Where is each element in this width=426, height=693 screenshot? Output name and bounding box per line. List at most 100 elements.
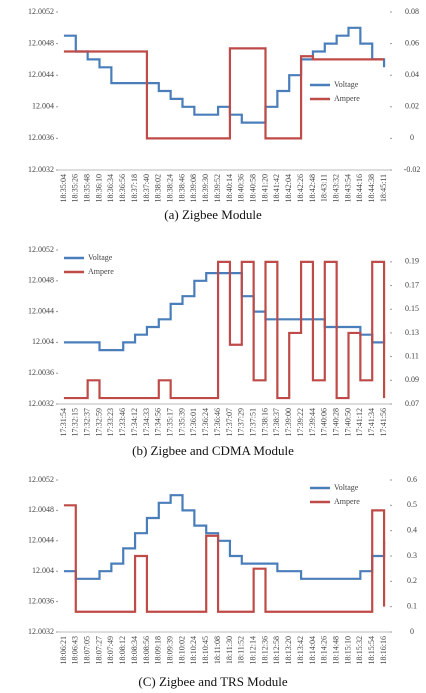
y-tick-label: 12.0048 [28, 38, 54, 47]
x-tick-label: 18:09:18 [154, 636, 163, 664]
y-tick-label: 12.0036 [28, 133, 54, 142]
x-tick-label: 17:32:59 [94, 408, 103, 436]
x-tick-label: 18:12:36 [260, 636, 269, 664]
y-tick-label: 12.0044 [28, 306, 54, 315]
x-tick-label: 18:35:04 [59, 174, 68, 202]
x-tick-label: 17:32:15 [71, 408, 80, 436]
y-tick-label: 12.0052 [28, 7, 54, 16]
y2-tick-label: 0.04 [405, 70, 419, 79]
x-tick-label: 17:32:37 [82, 408, 91, 436]
x-tick-label: 18:39:30 [201, 174, 210, 202]
x-tick-label: 17:40:06 [320, 408, 329, 436]
x-tick-label: 18:08:12 [118, 636, 127, 664]
x-tick-label: 18:12:14 [248, 636, 257, 664]
caption: (C) Zigbee and TRS Module [138, 674, 287, 689]
x-tick-label: 18:40:14 [225, 174, 234, 202]
x-tick-label: 18:10:02 [177, 636, 186, 664]
x-tick-label: 17:40:28 [331, 408, 340, 436]
y-tick-label: 12.0036 [28, 368, 54, 377]
x-tick-label: 18:41:42 [272, 174, 281, 202]
x-tick-label: 17:31:54 [59, 408, 68, 436]
x-tick-label: 17:34:56 [154, 408, 163, 436]
x-tick-label: 17:39:00 [284, 408, 293, 436]
x-tick-label: 18:39:52 [213, 174, 222, 202]
x-tick-label: 18:40:36 [237, 174, 246, 202]
x-tick-label: 18:15:10 [343, 636, 352, 664]
x-tick-label: 18:12:58 [272, 636, 281, 664]
x-tick-label: 17:37:07 [225, 408, 234, 436]
y-tick-label: 12.0052 [28, 475, 54, 484]
x-tick-label: 18:07:49 [106, 636, 115, 664]
x-tick-label: 18:11:08 [213, 636, 222, 664]
x-tick-label: 18:42:48 [308, 174, 317, 202]
x-tick-label: 18:06:43 [71, 636, 80, 664]
caption: (a) Zigbee Module [164, 207, 262, 222]
y-tick-label: 12.0044 [28, 536, 54, 545]
x-tick-label: 18:37:18 [130, 174, 139, 202]
y2-tick-label: 0 [410, 133, 414, 142]
x-tick-label: 18:11:30 [225, 636, 234, 664]
x-tick-label: 18:06:21 [59, 636, 68, 664]
y-tick-label: 12.0036 [28, 596, 54, 605]
x-tick-label: 18:10:24 [189, 636, 198, 664]
x-tick-label: 18:08:34 [130, 636, 139, 664]
x-tick-label: 18:43:32 [331, 174, 340, 202]
x-tick-label: 17:37:51 [248, 408, 257, 436]
x-tick-label: 18:14:04 [308, 636, 317, 664]
x-tick-label: 18:35:48 [82, 174, 91, 202]
y2-tick-label: 0.6 [407, 475, 417, 484]
legend-label: Ampere [334, 94, 360, 103]
series-line [63, 26, 386, 124]
y2-tick-label: 0.4 [407, 525, 417, 534]
y2-tick-label: 0.1 [407, 601, 417, 610]
y2-tick-label: 0.09 [405, 375, 419, 384]
y-tick-label: 12.0048 [28, 505, 54, 514]
x-tick-label: 18:43:54 [343, 174, 352, 202]
x-tick-label: 18:41:20 [260, 174, 269, 202]
x-tick-label: 18:08:56 [142, 636, 151, 664]
y2-tick-label: 0.02 [405, 102, 419, 111]
y-tick-label: 12.004 [32, 337, 54, 346]
y2-tick-label: 0 [410, 627, 414, 636]
y2-tick-label: 0.5 [407, 500, 417, 509]
x-tick-label: 18:45:11 [379, 174, 388, 202]
y-tick-label: 12.004 [32, 102, 54, 111]
x-tick-label: 18:35:26 [71, 174, 80, 202]
y2-tick-label: 0.15 [405, 304, 419, 313]
x-tick-label: 18:39:08 [189, 174, 198, 202]
series-line [63, 272, 386, 352]
x-tick-label: 18:07:05 [82, 636, 91, 664]
x-tick-label: 18:11:52 [237, 636, 246, 664]
x-tick-label: 17:35:17 [165, 408, 174, 436]
x-tick-label: 17:37:29 [237, 408, 246, 436]
chart: 12.0032 12.0036 12.004 12.0044 12.0048 12.005… [28, 475, 417, 689]
x-tick-label: 18:13:42 [296, 636, 305, 664]
x-tick-label: 18:42:26 [296, 174, 305, 202]
x-tick-label: 18:36:10 [94, 174, 103, 202]
x-tick-label: 17:33:46 [118, 408, 127, 436]
series-line [63, 504, 386, 613]
x-tick-label: 18:40:58 [248, 174, 257, 202]
y-tick-label: 12.0032 [28, 165, 54, 174]
x-tick-label: 17:34:33 [142, 408, 151, 436]
y-tick-label: 12.0044 [28, 70, 54, 79]
x-tick-label: 17:38:37 [272, 408, 281, 436]
x-tick-label: 18:15:54 [367, 636, 376, 664]
x-tick-label: 17:36:01 [189, 408, 198, 436]
x-tick-label: 18:09:39 [165, 636, 174, 664]
chart: 12.0032 12.0036 12.004 12.0044 12.0048 12.005… [28, 7, 420, 222]
x-tick-label: 17:33:23 [106, 408, 115, 436]
x-tick-label: 17:40:50 [343, 408, 352, 436]
series-line [63, 47, 385, 140]
x-tick-label: 17:35:39 [177, 408, 186, 436]
y2-tick-label: 0.17 [405, 280, 419, 289]
chart: 12.0032 12.0036 12.004 12.0044 12.0048 12.005… [28, 245, 419, 458]
x-tick-label: 18:38:02 [154, 174, 163, 202]
y2-tick-label: 0.2 [407, 576, 417, 585]
x-tick-label: 17:38:16 [260, 408, 269, 436]
y2-tick-label: -0.02 [404, 165, 421, 174]
x-tick-label: 17:41:56 [379, 408, 388, 436]
y-tick-label: 12.0052 [28, 245, 54, 254]
x-tick-label: 17:41:34 [367, 408, 376, 436]
x-tick-label: 17:41:12 [355, 408, 364, 436]
